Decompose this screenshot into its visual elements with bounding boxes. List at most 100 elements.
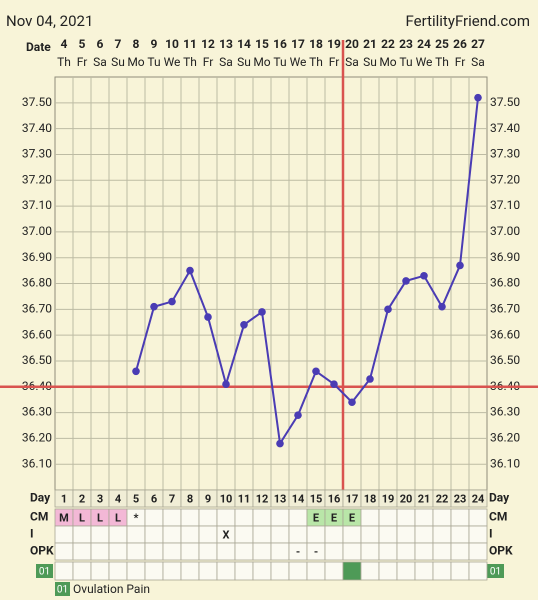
- opk-cell: [360, 542, 380, 561]
- weekday-label: Th: [435, 55, 449, 69]
- date-label: 17: [291, 37, 305, 51]
- pain-cell: [144, 561, 164, 581]
- cycle_days-value: 23: [454, 492, 467, 505]
- cm-value: L: [97, 511, 103, 524]
- weekday-label: Tu: [399, 55, 412, 69]
- temperature-point: [150, 302, 158, 311]
- temperature-point: [402, 277, 410, 285]
- pain-cell: [288, 561, 308, 581]
- y-tick-label-right: 36.50: [490, 353, 520, 367]
- y-tick-label-right: 36.60: [490, 327, 520, 341]
- date-label: 10: [165, 37, 179, 51]
- y-tick-label: 37.50: [22, 95, 52, 109]
- cm-cell: [144, 508, 164, 527]
- pain-cell: [72, 561, 92, 581]
- temperature-point: [258, 308, 266, 316]
- pain-cell: [126, 561, 146, 581]
- date-label: 11: [183, 37, 197, 51]
- date-label: 9: [151, 37, 158, 51]
- cycle_days-value: 22: [436, 492, 449, 505]
- cycle_days-value: 15: [310, 492, 323, 505]
- y-tick-label: 36.20: [22, 431, 52, 445]
- temperature-point: [222, 380, 230, 388]
- row-label-right: I: [489, 527, 493, 541]
- y-tick-label-right: 36.70: [490, 301, 520, 315]
- y-tick-label-right: 37.10: [490, 198, 520, 212]
- y-tick-label-right: 37.40: [490, 121, 520, 135]
- cm-value: L: [115, 511, 121, 524]
- date-label: 13: [219, 37, 233, 51]
- cycle_days-value: 19: [382, 492, 395, 505]
- pain-cell: [378, 561, 398, 581]
- date-label: 27: [471, 37, 485, 51]
- cm-cell: [450, 508, 470, 527]
- opk-cell: [126, 542, 146, 561]
- cycle_days-value: 6: [151, 492, 157, 505]
- i-cell: [144, 525, 164, 544]
- cm-value: M: [59, 511, 69, 524]
- temperature-point: [204, 313, 212, 321]
- opk-cell: [270, 542, 290, 561]
- i-cell: [72, 525, 92, 544]
- cycle_days-value: 12: [256, 492, 269, 505]
- cm-cell: [414, 508, 434, 527]
- cm-value: L: [79, 511, 85, 524]
- temperature-point: [132, 367, 140, 376]
- cycle_days-value: 14: [292, 492, 305, 505]
- pain-cell: [360, 561, 380, 581]
- row-label-right: Day: [489, 491, 510, 505]
- opk-cell: [252, 542, 272, 561]
- y-tick-label: 37.30: [22, 147, 52, 161]
- y-tick-label-right: 36.10: [490, 456, 520, 470]
- i-cell: [378, 525, 398, 544]
- weekday-label: We: [290, 55, 307, 69]
- date-label: 20: [345, 37, 359, 51]
- date-label: 23: [399, 37, 413, 51]
- pain-cell: [198, 561, 218, 581]
- weekday-label: Th: [183, 55, 197, 69]
- date-label: Date: [26, 40, 51, 54]
- opk-cell: [72, 542, 92, 561]
- opk-cell: [396, 542, 416, 561]
- date-label: 15: [255, 37, 269, 51]
- i-cell: [432, 525, 452, 544]
- cycle_days-value: 4: [115, 492, 122, 505]
- cm-value: E: [349, 511, 355, 524]
- pain-cell: [468, 561, 488, 581]
- cm-cell: [252, 508, 272, 527]
- cm-cell: [396, 508, 416, 527]
- cm-cell: [234, 508, 254, 527]
- y-tick-label: 36.10: [22, 456, 52, 470]
- weekday-label: Tu: [273, 55, 286, 69]
- cycle_days-cell: [468, 489, 488, 508]
- i-cell: [180, 525, 200, 544]
- y-tick-label: 36.90: [22, 250, 52, 264]
- y-tick-label-right: 37.30: [490, 147, 520, 161]
- cm-cell: [468, 508, 488, 527]
- opk-cell: [414, 542, 434, 561]
- y-tick-label-right: 36.80: [490, 276, 520, 290]
- i-cell: [108, 525, 128, 544]
- weekday-label: Su: [111, 55, 125, 69]
- pain-cell: [108, 561, 128, 581]
- y-tick-label-right: 36.90: [490, 250, 520, 264]
- pain-cell: [54, 561, 74, 581]
- cycle_days-value: 1: [61, 492, 67, 505]
- temperature-point: [168, 297, 176, 306]
- temperature-point: [366, 375, 374, 383]
- y-tick-label: 36.50: [22, 353, 52, 367]
- temperature-point: [240, 321, 248, 329]
- i-value: X: [223, 528, 230, 541]
- legend-box: [55, 582, 70, 596]
- i-cell: [198, 525, 218, 544]
- pain-cell: [324, 561, 344, 581]
- weekday-label: Mo: [127, 55, 144, 69]
- i-cell: [414, 525, 434, 544]
- opk-cell: [144, 542, 164, 561]
- date-label: 24: [417, 37, 431, 51]
- date-label: 25: [435, 37, 449, 51]
- i-cell: [324, 525, 344, 544]
- weekday-label: Fr: [203, 55, 214, 69]
- date-label: 26: [453, 37, 467, 51]
